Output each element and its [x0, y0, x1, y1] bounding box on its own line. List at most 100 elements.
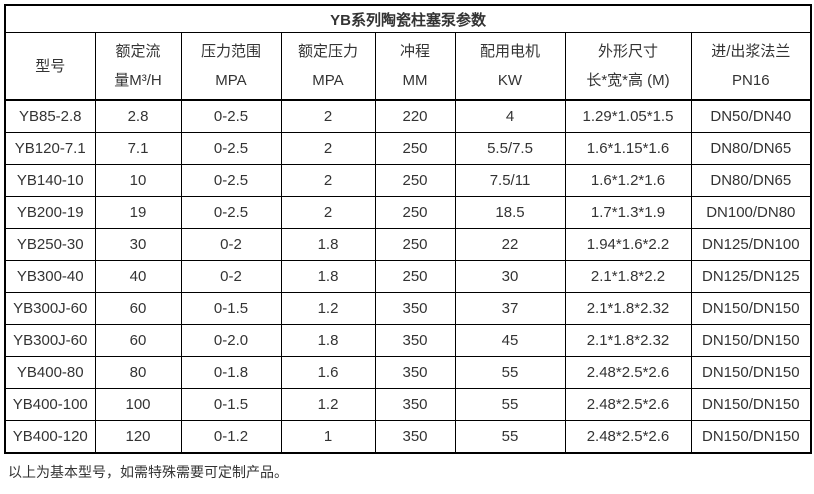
- cell-rated-pressure: 1: [280, 420, 376, 454]
- cell-rated-pressure: 2: [280, 99, 376, 133]
- cell-rated-pressure: 1.8: [280, 228, 376, 261]
- cell-motor: 30: [454, 260, 566, 293]
- cell-dimensions: 2.1*1.8*2.32: [564, 292, 692, 325]
- cell-stroke: 220: [374, 99, 456, 133]
- column-header-model: 型号: [4, 32, 96, 101]
- cell-rated-pressure: 2: [280, 196, 376, 229]
- header-row: 型号 额定流 量M³/H 压力范围 MPA 额定压力 MPA 冲程 MM 配用电机 KW 外形尺寸 长*…: [4, 32, 812, 101]
- cell-model: YB300J-60: [4, 292, 96, 325]
- cell-pressure-range: 0-2: [180, 228, 282, 261]
- footer-note: 以上为基本型号，如需特殊需要可定制产品。: [8, 464, 288, 480]
- cell-motor: 7.5/11: [454, 164, 566, 197]
- cell-motor: 55: [454, 356, 566, 389]
- cell-stroke: 350: [374, 292, 456, 325]
- cell-model: YB120-7.1: [4, 132, 96, 165]
- cell-dimensions: 2.48*2.5*2.6: [564, 420, 692, 454]
- table-body: YB85-2.8 2.8 0-2.5 2 220 4 1.29*1.05*1.5 DN50/D…: [4, 99, 812, 454]
- cell-motor: 37: [454, 292, 566, 325]
- column-header-stroke: 冲程 MM: [374, 32, 456, 101]
- cell-rated-pressure: 1.2: [280, 292, 376, 325]
- cell-stroke: 250: [374, 228, 456, 261]
- cell-flange: DN80/DN65: [690, 164, 812, 197]
- cell-flow: 2.8: [94, 99, 182, 133]
- cell-flange: DN125/DN125: [690, 260, 812, 293]
- cell-flange: DN80/DN65: [690, 132, 812, 165]
- cell-flow: 7.1: [94, 132, 182, 165]
- column-header-flow: 额定流 量M³/H: [94, 32, 182, 101]
- cell-model: YB400-100: [4, 388, 96, 421]
- cell-flange: DN125/DN100: [690, 228, 812, 261]
- cell-rated-pressure: 1.8: [280, 260, 376, 293]
- column-header-dimensions: 外形尺寸 长*宽*高 (M): [564, 32, 692, 101]
- cell-pressure-range: 0-2: [180, 260, 282, 293]
- table-row: YB300-40 40 0-2 1.8 250 30 2.1*1.8*2.2 DN125/DN…: [4, 260, 812, 293]
- cell-dimensions: 1.7*1.3*1.9: [564, 196, 692, 229]
- cell-flow: 60: [94, 324, 182, 357]
- column-header-rated-pressure: 额定压力 MPA: [280, 32, 376, 101]
- cell-flange: DN150/DN150: [690, 356, 812, 389]
- cell-flange: DN150/DN150: [690, 420, 812, 454]
- table-row: YB200-19 19 0-2.5 2 250 18.5 1.7*1.3*1.9 DN100/…: [4, 196, 812, 229]
- cell-motor: 22: [454, 228, 566, 261]
- cell-pressure-range: 0-2.0: [180, 324, 282, 357]
- cell-pressure-range: 0-1.5: [180, 388, 282, 421]
- cell-stroke: 250: [374, 132, 456, 165]
- cell-flange: DN150/DN150: [690, 324, 812, 357]
- cell-motor: 55: [454, 420, 566, 454]
- cell-rated-pressure: 2: [280, 132, 376, 165]
- cell-rated-pressure: 1.6: [280, 356, 376, 389]
- cell-dimensions: 1.29*1.05*1.5: [564, 99, 692, 133]
- cell-pressure-range: 0-2.5: [180, 164, 282, 197]
- cell-flow: 30: [94, 228, 182, 261]
- cell-stroke: 250: [374, 196, 456, 229]
- table-row: YB400-100 100 0-1.5 1.2 350 55 2.48*2.5*2.6 DN1…: [4, 388, 812, 421]
- column-header-flange: 进/出浆法兰 PN16: [690, 32, 812, 101]
- cell-flow: 40: [94, 260, 182, 293]
- cell-model: YB300J-60: [4, 324, 96, 357]
- cell-rated-pressure: 1.8: [280, 324, 376, 357]
- cell-pressure-range: 0-2.5: [180, 99, 282, 133]
- column-header-motor: 配用电机 KW: [454, 32, 566, 101]
- table-row: YB300J-60 60 0-2.0 1.8 350 45 2.1*1.8*2.32 DN15…: [4, 324, 812, 357]
- cell-model: YB140-10: [4, 164, 96, 197]
- cell-stroke: 250: [374, 260, 456, 293]
- cell-motor: 55: [454, 388, 566, 421]
- cell-flow: 120: [94, 420, 182, 454]
- cell-flow: 60: [94, 292, 182, 325]
- cell-dimensions: 2.48*2.5*2.6: [564, 388, 692, 421]
- cell-pressure-range: 0-1.8: [180, 356, 282, 389]
- cell-model: YB250-30: [4, 228, 96, 261]
- cell-model: YB85-2.8: [4, 99, 96, 133]
- table-row: YB140-10 10 0-2.5 2 250 7.5/11 1.6*1.2*1.6 DN80…: [4, 164, 812, 197]
- cell-stroke: 350: [374, 388, 456, 421]
- cell-pressure-range: 0-1.5: [180, 292, 282, 325]
- cell-dimensions: 1.6*1.15*1.6: [564, 132, 692, 165]
- table-title: YB系列陶瓷柱塞泵参数: [4, 4, 812, 33]
- cell-pressure-range: 0-1.2: [180, 420, 282, 454]
- table-row: YB85-2.8 2.8 0-2.5 2 220 4 1.29*1.05*1.5 DN50/D…: [4, 99, 812, 133]
- title-row: YB系列陶瓷柱塞泵参数: [4, 4, 812, 33]
- table-row: YB300J-60 60 0-1.5 1.2 350 37 2.1*1.8*2.32 DN15…: [4, 292, 812, 325]
- cell-motor: 4: [454, 99, 566, 133]
- cell-model: YB200-19: [4, 196, 96, 229]
- table-row: YB400-120 120 0-1.2 1 350 55 2.48*2.5*2.6 DN150…: [4, 420, 812, 454]
- cell-dimensions: 2.1*1.8*2.2: [564, 260, 692, 293]
- table-row: YB400-80 80 0-1.8 1.6 350 55 2.48*2.5*2.6 DN150…: [4, 356, 812, 389]
- cell-stroke: 250: [374, 164, 456, 197]
- cell-pressure-range: 0-2.5: [180, 132, 282, 165]
- cell-dimensions: 2.1*1.8*2.32: [564, 324, 692, 357]
- table-row: YB120-7.1 7.1 0-2.5 2 250 5.5/7.5 1.6*1.15*1.6…: [4, 132, 812, 165]
- cell-flange: DN50/DN40: [690, 99, 812, 133]
- cell-flange: DN100/DN80: [690, 196, 812, 229]
- cell-stroke: 350: [374, 356, 456, 389]
- cell-model: YB400-120: [4, 420, 96, 454]
- cell-flange: DN150/DN150: [690, 292, 812, 325]
- cell-pressure-range: 0-2.5: [180, 196, 282, 229]
- column-header-pressure-range: 压力范围 MPA: [180, 32, 282, 101]
- cell-model: YB300-40: [4, 260, 96, 293]
- cell-stroke: 350: [374, 420, 456, 454]
- cell-dimensions: 1.94*1.6*2.2: [564, 228, 692, 261]
- pump-spec-table: YB系列陶瓷柱塞泵参数 型号 额定流 量M³/H 压力范围 MPA 额定压力 MPA 冲程 MM…: [4, 4, 813, 454]
- cell-dimensions: 2.48*2.5*2.6: [564, 356, 692, 389]
